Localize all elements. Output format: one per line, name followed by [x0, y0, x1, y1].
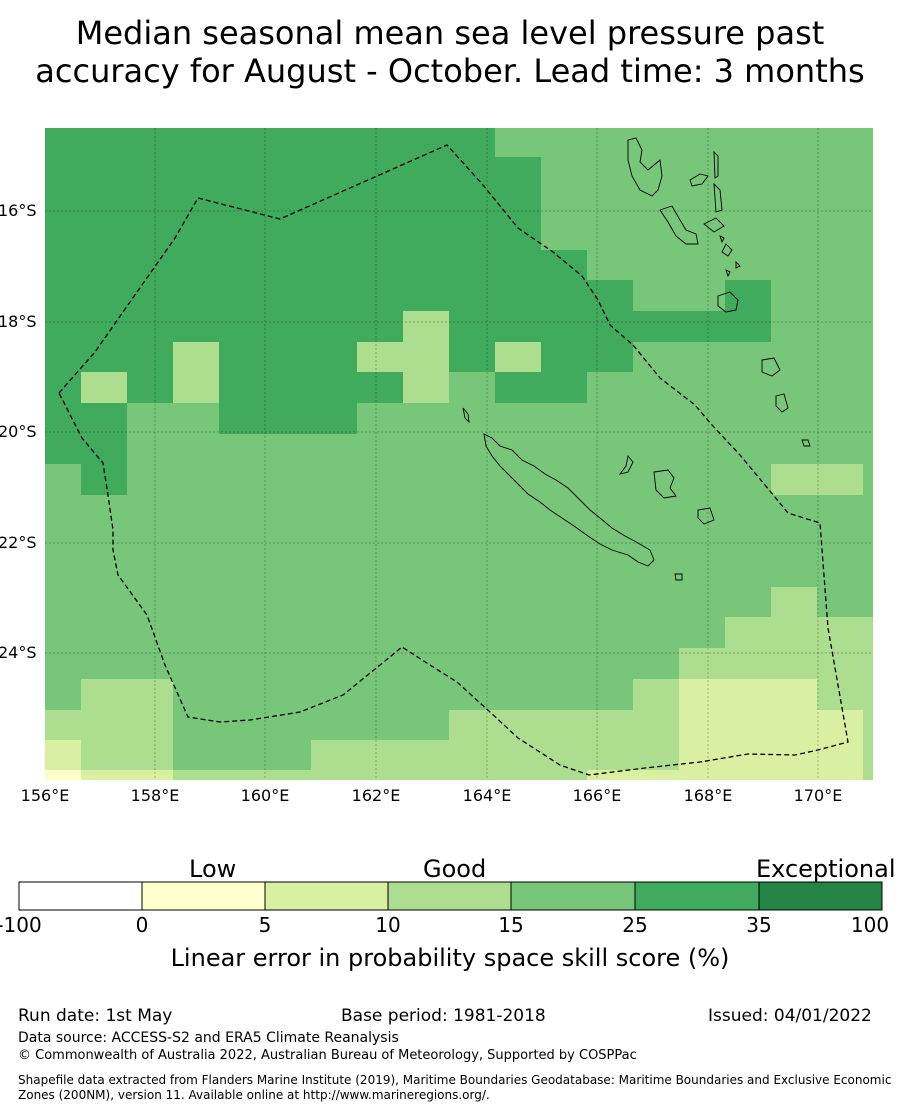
lat-label: 20°S — [0, 422, 37, 441]
erromango-island — [761, 357, 781, 377]
legend-swatch — [142, 882, 265, 910]
skill-cell-10-15 — [357, 342, 403, 372]
data-source: Data source: ACCESS-S2 and ERA5 Climate … — [18, 1030, 399, 1046]
copyright: © Commonwealth of Australia 2022, Austra… — [18, 1048, 637, 1063]
legend-tick: 25 — [622, 913, 648, 937]
epi-island — [721, 243, 733, 257]
skill-zone-25-35-patch — [357, 372, 403, 403]
skill-cell-5-10 — [817, 710, 863, 770]
lat-label: 16°S — [0, 201, 37, 220]
graticule — [45, 128, 873, 780]
skill-cell-10-15 — [173, 342, 219, 403]
new-caledonia-grande-terre — [483, 433, 655, 567]
skill-cell-5-10 — [587, 770, 863, 780]
map-title: Median seasonal mean sea level pressure … — [0, 14, 900, 90]
legend-tick: 100 — [850, 913, 890, 937]
lon-label: 166°E — [572, 786, 622, 805]
skill-cell-10-15 — [495, 342, 541, 372]
legend-swatch — [19, 882, 142, 910]
skill-zone-25-35 — [45, 128, 771, 495]
pentecost-island — [713, 182, 723, 213]
tanna-island — [775, 393, 789, 413]
legend-swatch — [635, 882, 759, 910]
skill-cell-10-15 — [771, 464, 863, 495]
legend-tick: 5 — [258, 913, 272, 937]
lon-label: 158°E — [130, 786, 180, 805]
ouvea-island — [618, 454, 634, 475]
skill-cell-10-15 — [81, 372, 127, 403]
skill-cell-0-5 — [45, 770, 81, 780]
lat-label: 18°S — [0, 312, 37, 331]
maewo-island — [713, 150, 719, 179]
legend-tick: -100 — [0, 913, 42, 937]
aneityum-island — [801, 439, 811, 447]
ambrym-island — [703, 217, 725, 233]
lifou-island — [653, 469, 677, 499]
lat-label: 24°S — [0, 643, 37, 662]
base-period: Base period: 1981-2018 — [341, 1006, 546, 1026]
issued-date: Issued: 04/01/2022 — [708, 1006, 872, 1026]
skill-zone-10-15-south — [45, 587, 873, 780]
legend-category-low: Low — [189, 855, 237, 883]
ambae-island — [689, 173, 709, 187]
shapefile-credit-line-1: Shapefile data extracted from Flanders M… — [18, 1073, 892, 1087]
legend-tick: 35 — [746, 913, 772, 937]
legend-category-exceptional: Exceptional — [756, 855, 896, 883]
belep-islands — [462, 407, 470, 424]
legend-swatch — [265, 882, 388, 910]
legend-swatch — [759, 882, 882, 910]
legend-tick: 10 — [375, 913, 401, 937]
lon-label: 162°E — [351, 786, 401, 805]
lon-label: 156°E — [20, 786, 70, 805]
lon-label: 160°E — [240, 786, 290, 805]
lat-label: 22°S — [0, 533, 37, 552]
run-date: Run date: 1st May — [18, 1006, 173, 1026]
eez-boundary — [58, 144, 849, 776]
lon-label: 168°E — [683, 786, 733, 805]
title-line-2: accuracy for August - October. Lead time… — [35, 52, 865, 90]
mare-island — [697, 507, 715, 525]
malekula-island — [659, 205, 699, 245]
legend-border — [18, 881, 883, 911]
vanuatu-small-islets — [719, 235, 741, 278]
legend-category-good: Good — [423, 855, 487, 883]
efate-island — [717, 291, 739, 313]
isle-of-pines — [674, 573, 683, 581]
legend-title: Linear error in probability space skill … — [170, 944, 730, 972]
legend-tick: 15 — [498, 913, 524, 937]
lon-label: 164°E — [462, 786, 512, 805]
lon-label: 170°E — [793, 786, 843, 805]
legend-tick: 0 — [135, 913, 149, 937]
title-line-1: Median seasonal mean sea level pressure … — [75, 14, 825, 52]
skill-cell-5-10 — [45, 740, 81, 770]
shapefile-credit-line-2: Zones (200NM), version 11. Available onl… — [18, 1088, 490, 1102]
skill-cell-5-10 — [81, 770, 173, 780]
espiritu-santo-island — [627, 137, 663, 197]
legend-swatch — [388, 882, 511, 910]
skill-cell-15-25 — [127, 403, 219, 434]
legend-swatch — [511, 882, 635, 910]
skill-cell-10-15 — [403, 311, 449, 403]
